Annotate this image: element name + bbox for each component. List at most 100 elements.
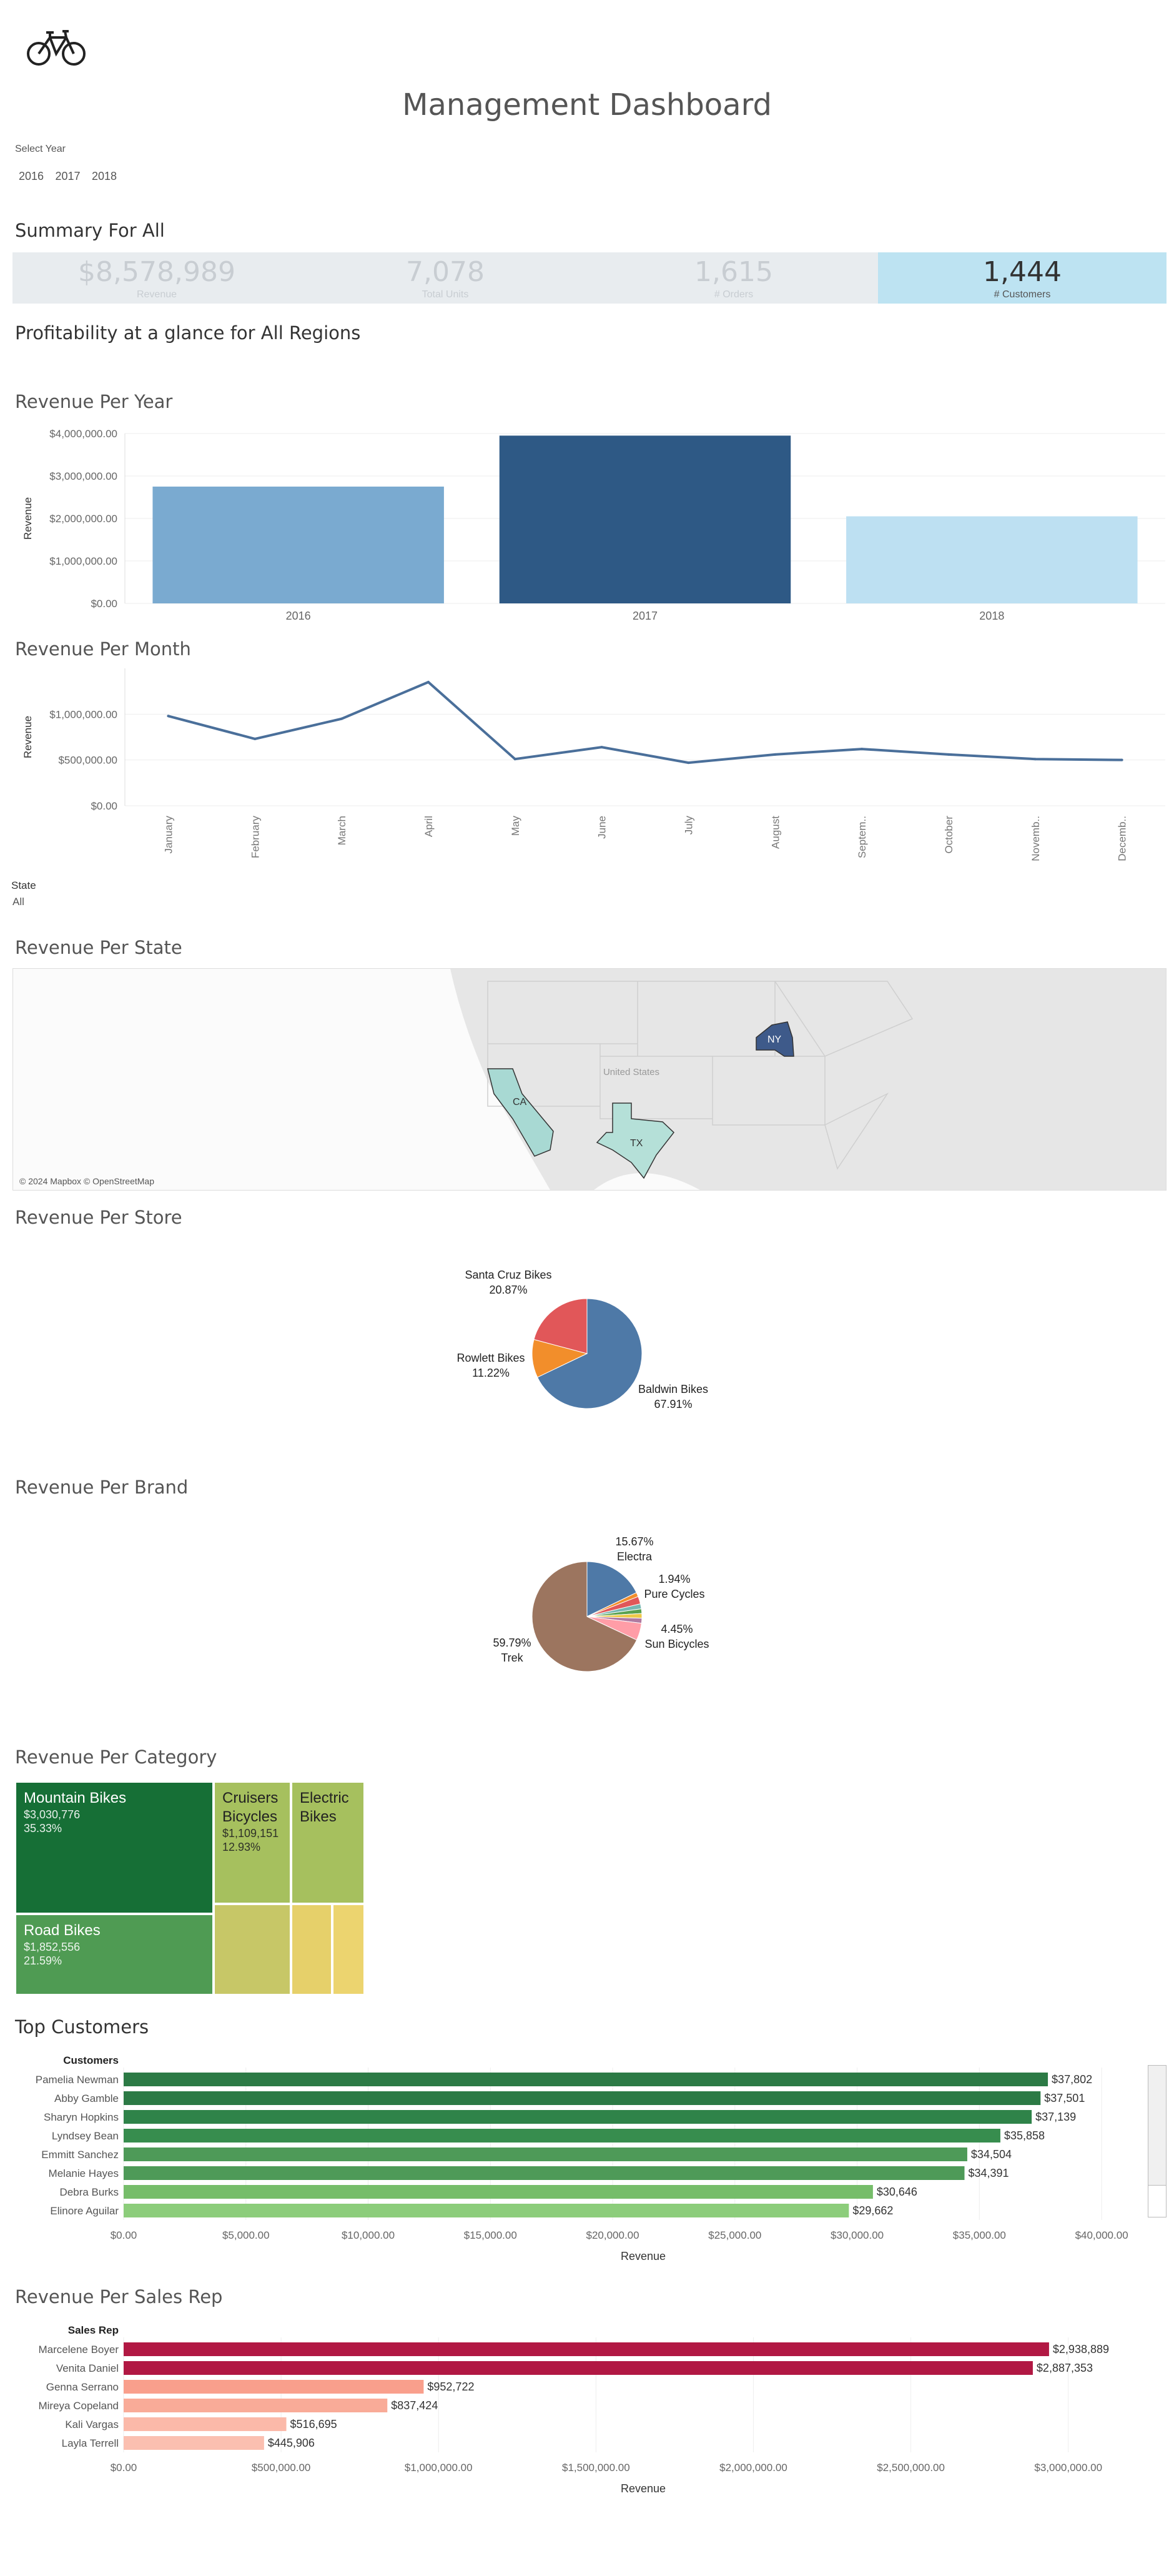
- treemap-cell-name: Cruisers Bicycles: [222, 1790, 279, 1825]
- data-label: $516,695: [290, 2418, 337, 2430]
- x-tick-label: March: [336, 816, 348, 845]
- slice-label: 67.91%: [654, 1398, 692, 1410]
- slice-label: 59.79%: [493, 1637, 531, 1649]
- point-february: [254, 737, 257, 740]
- top-customers-chart: $0.00 $5,000.00 $10,000.00 $15,000.00 $20,00…: [36, 2054, 1128, 2262]
- year-option-2016[interactable]: 2016: [19, 170, 44, 182]
- point-septem: [861, 748, 864, 751]
- x-tick-label: May: [510, 816, 521, 836]
- bar-abby-gamble: [124, 2091, 1041, 2105]
- year-filter-label: Select Year: [15, 144, 66, 154]
- treemap-cell-pct: 35.33%: [24, 1822, 62, 1835]
- y-axis-label: Revenue: [22, 497, 34, 540]
- bar-elinore-aguilar: [124, 2204, 849, 2217]
- category-label: Emmitt Sanchez: [41, 2149, 119, 2161]
- kpi-value: $8,578,989: [78, 256, 235, 288]
- profitability-title: Profitability at a glance for All Region…: [15, 322, 361, 344]
- x-tick-label: $30,000.00: [831, 2229, 884, 2241]
- treemap-cell-electric-bikes[interactable]: Electric Bikes: [291, 1781, 365, 1904]
- bar-2018: [846, 516, 1138, 603]
- point-novemb: [1033, 758, 1037, 761]
- y-tick-label: $500,000.00: [58, 755, 117, 766]
- treemap-cell-name: Electric Bikes: [300, 1790, 349, 1825]
- data-label: $37,139: [1035, 2111, 1076, 2123]
- revenue-per-brand-chart: 15.67% Electra 1.94% Pure Cycles 4.45% Sun Bi…: [493, 1535, 709, 1672]
- year-option-2018[interactable]: 2018: [92, 170, 117, 182]
- treemap-cell-value: $3,030,776: [24, 1808, 81, 1821]
- state-ny[interactable]: [756, 1021, 794, 1057]
- x-tick-label: Decemb..: [1117, 816, 1128, 861]
- revenue-per-state-map[interactable]: CA TX NY United States © 2024 Mapbox © O…: [12, 968, 1167, 1191]
- category-label: Sharyn Hopkins: [44, 2111, 119, 2123]
- x-tick-label: 2016: [286, 610, 311, 622]
- treemap-cell-value: $1,852,556: [24, 1941, 81, 1953]
- slice-baldwin-bikes: [536, 1298, 643, 1409]
- revenue-per-month-chart: $0.00 $500,000.00 $1,000,000.00 Revenue Janu…: [22, 668, 1165, 861]
- x-tick-label: $3,000,000.00: [1034, 2462, 1102, 2474]
- page-title: Management Dashboard: [402, 87, 772, 122]
- x-axis-label: Revenue: [621, 2250, 666, 2262]
- treemap-cell-mountain-bikes[interactable]: Mountain Bikes $3,030,776 35.33%: [15, 1781, 214, 1914]
- point-august: [774, 753, 777, 756]
- state-filter-value[interactable]: All: [12, 896, 24, 908]
- x-tick-label: $5,000.00: [222, 2229, 270, 2241]
- kpi-total-units[interactable]: 7,078 Total Units: [301, 252, 589, 304]
- series-line: [167, 680, 1122, 765]
- scrollbar-thumb[interactable]: [1148, 2185, 1166, 2217]
- treemap-cell-other-3[interactable]: [332, 1904, 365, 1995]
- data-label: $37,501: [1044, 2092, 1085, 2104]
- data-label: $37,802: [1052, 2073, 1092, 2086]
- top-customers-title: Top Customers: [15, 2016, 149, 2038]
- x-tick-label: $1,500,000.00: [562, 2462, 630, 2474]
- category-label: Marcelene Boyer: [38, 2344, 119, 2356]
- data-label: $2,938,889: [1053, 2343, 1109, 2356]
- y-tick-label: $2,000,000.00: [49, 513, 117, 525]
- treemap-cell-pct: 21.59%: [24, 1954, 62, 1967]
- data-label: $34,504: [971, 2148, 1012, 2161]
- kpi-value: 1,615: [694, 256, 773, 288]
- top-customers-scrollbar[interactable]: [1148, 2065, 1167, 2217]
- point-june: [600, 746, 603, 749]
- data-label: $2,887,353: [1037, 2362, 1093, 2374]
- map-label-ny: NY: [767, 1034, 782, 1045]
- bar-genna-serrano: [124, 2380, 424, 2394]
- category-label: Genna Serrano: [46, 2381, 119, 2393]
- x-tick-label: August: [769, 816, 781, 849]
- category-label: Melanie Hayes: [49, 2167, 119, 2179]
- data-label: $445,906: [268, 2437, 315, 2449]
- slice-trek: [531, 1561, 638, 1672]
- bar-2016: [152, 487, 444, 603]
- x-tick-label: $0.00: [111, 2229, 137, 2241]
- kpi-customers[interactable]: 1,444 # Customers: [878, 252, 1167, 304]
- revenue-per-sales-rep-title: Revenue Per Sales Rep: [15, 2286, 223, 2307]
- treemap-cell-name: Road Bikes: [24, 1922, 101, 1939]
- y-axis-label: Customers: [63, 2054, 119, 2066]
- kpi-revenue[interactable]: $8,578,989 Revenue: [12, 252, 301, 304]
- map-attribution: © 2024 Mapbox © OpenStreetMap: [19, 1176, 154, 1186]
- state-ca[interactable]: [487, 1068, 554, 1157]
- revenue-per-state-title: Revenue Per State: [15, 937, 182, 958]
- kpi-orders[interactable]: 1,615 # Orders: [589, 252, 878, 304]
- slice-label: 15.67%: [615, 1535, 653, 1548]
- slice-label: Trek: [501, 1652, 523, 1664]
- year-option-2017[interactable]: 2017: [55, 170, 81, 182]
- bar-kali-vargas: [124, 2417, 287, 2431]
- bar-mireya-copeland: [124, 2399, 388, 2412]
- slice-label: Pure Cycles: [644, 1588, 704, 1600]
- data-label: $952,722: [427, 2380, 474, 2393]
- x-tick-label: $500,000.00: [252, 2462, 311, 2474]
- slice-santa-cruz-bikes: [533, 1298, 588, 1354]
- year-filter[interactable]: 2016 2017 2018: [19, 170, 126, 183]
- state-tx[interactable]: [596, 1102, 675, 1179]
- treemap-cell-cruisers-bicycles[interactable]: Cruisers Bicycles $1,109,151 12.93%: [214, 1781, 291, 1904]
- treemap-cell-other-2[interactable]: [291, 1904, 332, 1995]
- data-label: $34,391: [969, 2167, 1009, 2179]
- y-tick-label: $0.00: [91, 800, 117, 812]
- slice-label: Electra: [617, 1550, 653, 1563]
- kpi-label: # Customers: [994, 289, 1051, 300]
- treemap-cell-road-bikes[interactable]: Road Bikes $1,852,556 21.59%: [15, 1914, 214, 1995]
- treemap-cell-other-1[interactable]: [214, 1904, 291, 1995]
- category-label: Kali Vargas: [65, 2419, 119, 2430]
- x-tick-label: Novemb..: [1030, 816, 1042, 861]
- y-tick-label: $4,000,000.00: [49, 428, 117, 440]
